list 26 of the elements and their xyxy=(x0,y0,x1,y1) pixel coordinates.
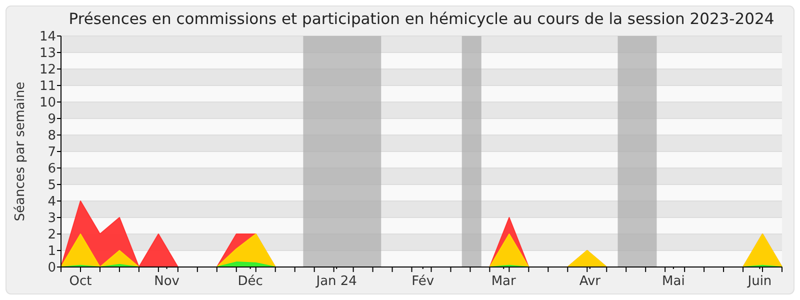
x-tick-label: Nov xyxy=(154,274,180,289)
y-axis-title: Séances par semaine xyxy=(13,82,28,222)
x-tick-label: Oct xyxy=(69,274,92,289)
y-tick-label: 10 xyxy=(39,96,56,111)
y-tick-label: 8 xyxy=(48,128,56,144)
y-tick-label: 9 xyxy=(48,112,56,128)
x-tick-label: Juin xyxy=(746,274,772,289)
y-tick-label: 14 xyxy=(39,30,56,45)
chart-title: Présences en commissions et participation en hémicycle au cours de la session 2023-2024 xyxy=(68,10,774,28)
y-tick-label: 1 xyxy=(48,244,56,260)
y-tick-label: 12 xyxy=(39,62,56,78)
y-tick-label: 4 xyxy=(48,194,56,210)
y-tick-label: 3 xyxy=(48,211,56,226)
x-tick-label: Avr xyxy=(579,274,602,289)
x-tick-label: Déc xyxy=(238,274,263,289)
x-tick-label: Fév xyxy=(412,274,434,289)
x-tick-label: Mai xyxy=(662,274,685,289)
y-tick-label: 5 xyxy=(48,178,56,194)
y-tick-label: 11 xyxy=(39,79,56,94)
y-tick-label: 6 xyxy=(48,162,56,177)
y-tick-label: 7 xyxy=(48,145,56,160)
x-tick-label: Mar xyxy=(491,274,517,289)
y-tick-label: 0 xyxy=(48,260,56,276)
y-tick-label: 13 xyxy=(39,46,56,62)
y-tick-label: 2 xyxy=(48,228,56,243)
x-tick-label: Jan 24 xyxy=(315,274,357,289)
